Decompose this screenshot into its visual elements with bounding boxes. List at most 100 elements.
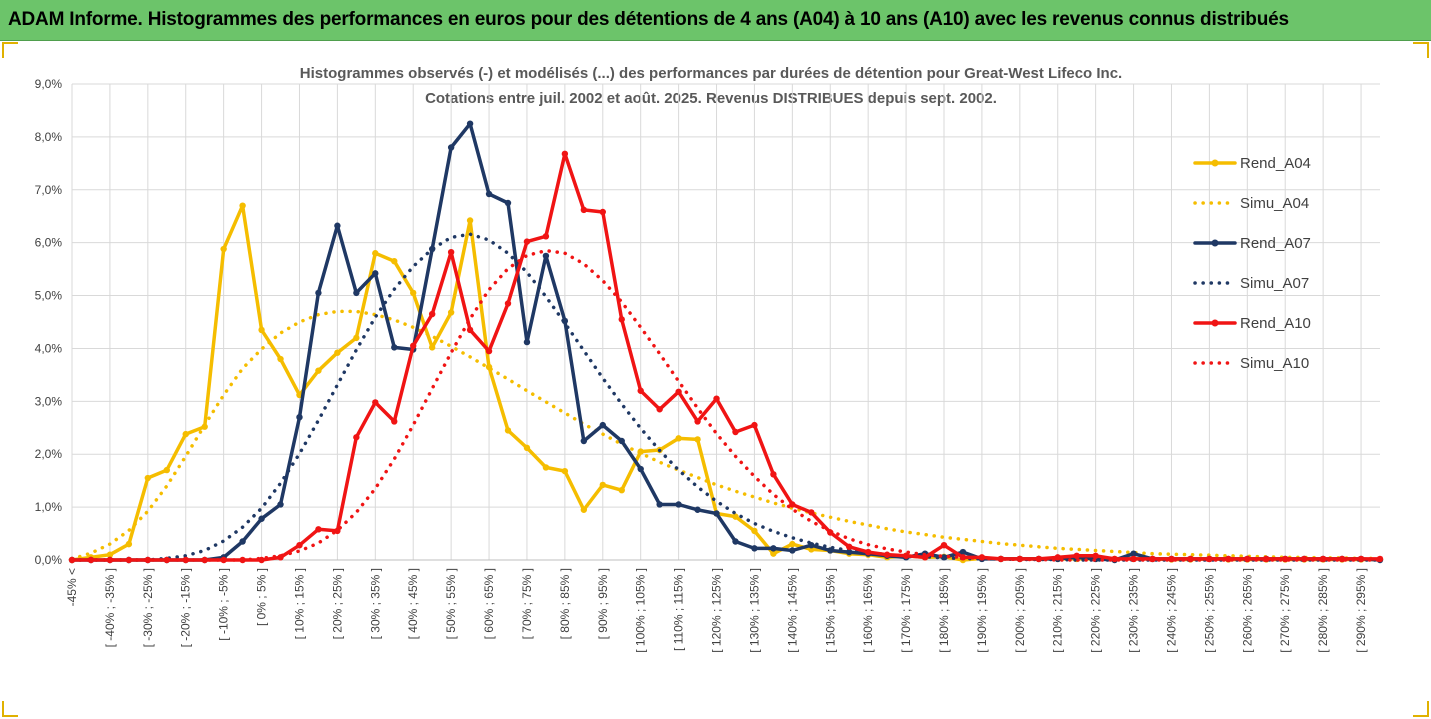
data-point-Rend_A10 bbox=[599, 208, 606, 216]
data-point-Rend_A07 bbox=[580, 437, 588, 445]
data-point-Rend_A07 bbox=[258, 515, 265, 522]
data-point-Rend_A10 bbox=[410, 342, 417, 349]
data-point-Rend_A04 bbox=[694, 436, 701, 443]
x-tick-label: [ 50% ; 55% ] bbox=[444, 568, 458, 639]
corner-mark-top-right bbox=[1413, 42, 1429, 58]
x-tick-label: [ -20% ; -15% ] bbox=[179, 568, 193, 647]
data-point-Rend_A07 bbox=[542, 252, 550, 260]
data-point-Rend_A04 bbox=[789, 540, 796, 548]
data-point-Rend_A07 bbox=[637, 465, 644, 473]
data-point-Rend_A04 bbox=[618, 486, 625, 494]
data-point-Rend_A04 bbox=[770, 550, 777, 557]
data-point-Rend_A10 bbox=[580, 206, 588, 214]
data-point-Rend_A07 bbox=[694, 506, 701, 513]
data-point-Rend_A07 bbox=[372, 270, 379, 277]
x-tick-label: [ 140% ; 145% ] bbox=[785, 568, 799, 653]
data-point-Rend_A10 bbox=[864, 548, 872, 556]
x-tick-label: [ 70% ; 75% ] bbox=[520, 568, 534, 639]
data-point-Rend_A10 bbox=[504, 300, 512, 307]
data-point-Rend_A07 bbox=[504, 199, 512, 207]
y-tick-label: 3,0% bbox=[35, 394, 63, 408]
data-point-Rend_A10 bbox=[732, 428, 739, 436]
data-point-Rend_A10 bbox=[1073, 552, 1080, 559]
data-point-Rend_A10 bbox=[1282, 555, 1289, 563]
data-point-Rend_A07 bbox=[599, 421, 606, 429]
data-point-Rend_A04 bbox=[466, 217, 474, 224]
data-point-Rend_A10 bbox=[315, 526, 322, 533]
data-point-Rend_A04 bbox=[751, 527, 758, 535]
data-point-Rend_A04 bbox=[277, 355, 284, 363]
data-point-Rend_A10 bbox=[542, 233, 550, 240]
chart-title-line: Cotations entre juil. 2002 et août. 2025… bbox=[425, 90, 997, 107]
data-point-Rend_A10 bbox=[789, 501, 796, 508]
data-point-Rend_A04 bbox=[561, 467, 569, 475]
data-point-Rend_A10 bbox=[447, 248, 455, 256]
x-tick-label: [ 20% ; 25% ] bbox=[330, 568, 344, 639]
y-tick-label: 4,0% bbox=[35, 341, 63, 355]
data-point-Rend_A10 bbox=[751, 421, 758, 429]
x-tick-label: [ 80% ; 85% ] bbox=[558, 568, 572, 639]
legend-label-Simu_A04: Simu_A04 bbox=[1240, 195, 1309, 212]
x-tick-label: [ 150% ; 155% ] bbox=[823, 568, 837, 653]
y-tick-label: 6,0% bbox=[35, 236, 63, 250]
data-point-Rend_A10 bbox=[428, 310, 436, 318]
legend-label-Simu_A10: Simu_A10 bbox=[1240, 355, 1309, 372]
x-tick-label: [ 90% ; 95% ] bbox=[596, 568, 610, 639]
data-point-Rend_A10 bbox=[163, 556, 170, 564]
x-tick-label: [ 220% ; 225% ] bbox=[1089, 568, 1103, 653]
legend-label-Rend_A04: Rend_A04 bbox=[1240, 155, 1311, 172]
series-line-Simu_A07 bbox=[70, 232, 1382, 562]
x-tick-label: [ 280% ; 285% ] bbox=[1316, 568, 1330, 653]
data-point-Rend_A07 bbox=[334, 222, 341, 229]
data-point-Rend_A04 bbox=[599, 481, 606, 489]
data-point-Rend_A04 bbox=[106, 551, 114, 558]
y-tick-label: 9,0% bbox=[35, 77, 63, 91]
data-point-Rend_A10 bbox=[808, 509, 815, 516]
x-tick-label: -45% < bbox=[65, 568, 79, 606]
data-point-Rend_A07 bbox=[315, 289, 322, 297]
data-point-Rend_A04 bbox=[447, 309, 455, 316]
data-point-Rend_A10 bbox=[846, 543, 853, 550]
data-point-Rend_A07 bbox=[789, 547, 796, 554]
x-tick-label: [ 60% ; 65% ] bbox=[482, 568, 496, 639]
report-banner: ADAM Informe. Histogrammes des performan… bbox=[0, 0, 1431, 41]
histogram-chart: Histogrammes observés (-) et modélisés (… bbox=[35, 65, 1384, 653]
data-point-Rend_A07 bbox=[391, 344, 398, 351]
data-point-Rend_A04 bbox=[163, 466, 170, 474]
data-point-Rend_A10 bbox=[902, 552, 910, 559]
x-tick-label: [ 100% ; 105% ] bbox=[634, 568, 648, 653]
data-point-Rend_A04 bbox=[258, 326, 265, 334]
x-tick-label: [ -40% ; -35% ] bbox=[103, 568, 117, 647]
x-tick-label: [ 240% ; 245% ] bbox=[1164, 568, 1178, 653]
chart-title-line: Histogrammes observés (-) et modélisés (… bbox=[300, 65, 1122, 82]
data-point-Rend_A04 bbox=[125, 540, 133, 548]
data-point-Rend_A10 bbox=[770, 471, 777, 478]
data-point-Rend_A07 bbox=[618, 437, 625, 445]
legend-marker-Rend_A04 bbox=[1211, 159, 1219, 167]
corner-mark-bottom-right bbox=[1413, 701, 1429, 717]
data-point-Rend_A10 bbox=[656, 406, 663, 413]
data-point-Rend_A04 bbox=[523, 444, 531, 452]
data-point-Rend_A10 bbox=[485, 347, 493, 355]
data-point-Rend_A04 bbox=[239, 202, 246, 209]
data-point-Rend_A10 bbox=[144, 556, 152, 564]
data-point-Rend_A07 bbox=[675, 501, 682, 508]
x-tick-label: [ 130% ; 135% ] bbox=[747, 568, 761, 653]
legend-marker-Rend_A10 bbox=[1211, 319, 1219, 327]
data-point-Rend_A07 bbox=[713, 510, 720, 517]
data-point-Rend_A04 bbox=[504, 427, 512, 434]
legend-marker-Rend_A07 bbox=[1211, 239, 1219, 247]
data-point-Rend_A07 bbox=[770, 545, 777, 552]
data-point-Rend_A10 bbox=[1111, 555, 1118, 563]
data-point-Rend_A04 bbox=[428, 344, 436, 351]
x-tick-label: [ 270% ; 275% ] bbox=[1278, 568, 1292, 653]
data-point-Rend_A04 bbox=[675, 435, 682, 442]
y-tick-label: 2,0% bbox=[35, 447, 63, 461]
corner-mark-bottom-left bbox=[2, 701, 18, 717]
data-point-Rend_A04 bbox=[410, 289, 417, 297]
data-point-Rend_A07 bbox=[296, 414, 303, 421]
data-point-Rend_A10 bbox=[637, 387, 644, 394]
x-tick-label: [ 110% ; 115% ] bbox=[672, 568, 686, 651]
series-line-Simu_A10 bbox=[70, 248, 1382, 562]
data-point-Rend_A07 bbox=[485, 190, 493, 198]
